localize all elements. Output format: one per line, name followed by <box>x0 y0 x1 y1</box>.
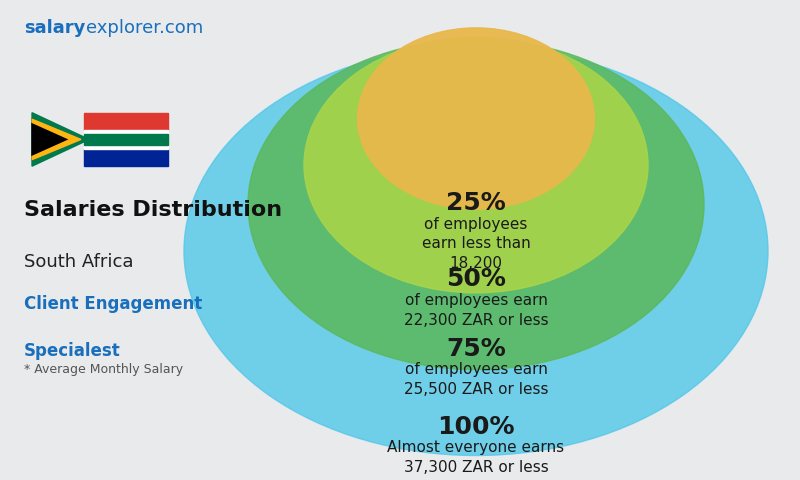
Polygon shape <box>84 148 168 166</box>
Text: of employees earn
25,500 ZAR or less: of employees earn 25,500 ZAR or less <box>404 362 548 397</box>
Text: 75%: 75% <box>446 336 506 360</box>
Text: * Average Monthly Salary: * Average Monthly Salary <box>24 362 183 375</box>
Text: South Africa: South Africa <box>24 253 134 271</box>
Text: of employees
earn less than
18,200: of employees earn less than 18,200 <box>422 216 530 271</box>
Text: 25%: 25% <box>446 191 506 215</box>
Text: salary: salary <box>24 19 86 36</box>
Text: Specialest: Specialest <box>24 342 121 360</box>
Polygon shape <box>84 131 168 148</box>
Ellipse shape <box>304 37 648 293</box>
Text: Almost everyone earns
37,300 ZAR or less: Almost everyone earns 37,300 ZAR or less <box>387 440 565 475</box>
Polygon shape <box>32 119 81 160</box>
Ellipse shape <box>248 39 704 370</box>
Text: 50%: 50% <box>446 267 506 291</box>
Text: Salaries Distribution: Salaries Distribution <box>24 200 282 220</box>
Polygon shape <box>84 113 168 131</box>
Text: 100%: 100% <box>438 415 514 439</box>
Ellipse shape <box>184 47 768 456</box>
Polygon shape <box>84 134 168 145</box>
Text: Client Engagement: Client Engagement <box>24 295 202 313</box>
Ellipse shape <box>358 28 594 209</box>
Polygon shape <box>32 119 73 160</box>
Polygon shape <box>32 113 89 166</box>
Text: of employees earn
22,300 ZAR or less: of employees earn 22,300 ZAR or less <box>404 293 548 328</box>
Text: explorer.com: explorer.com <box>86 19 204 36</box>
